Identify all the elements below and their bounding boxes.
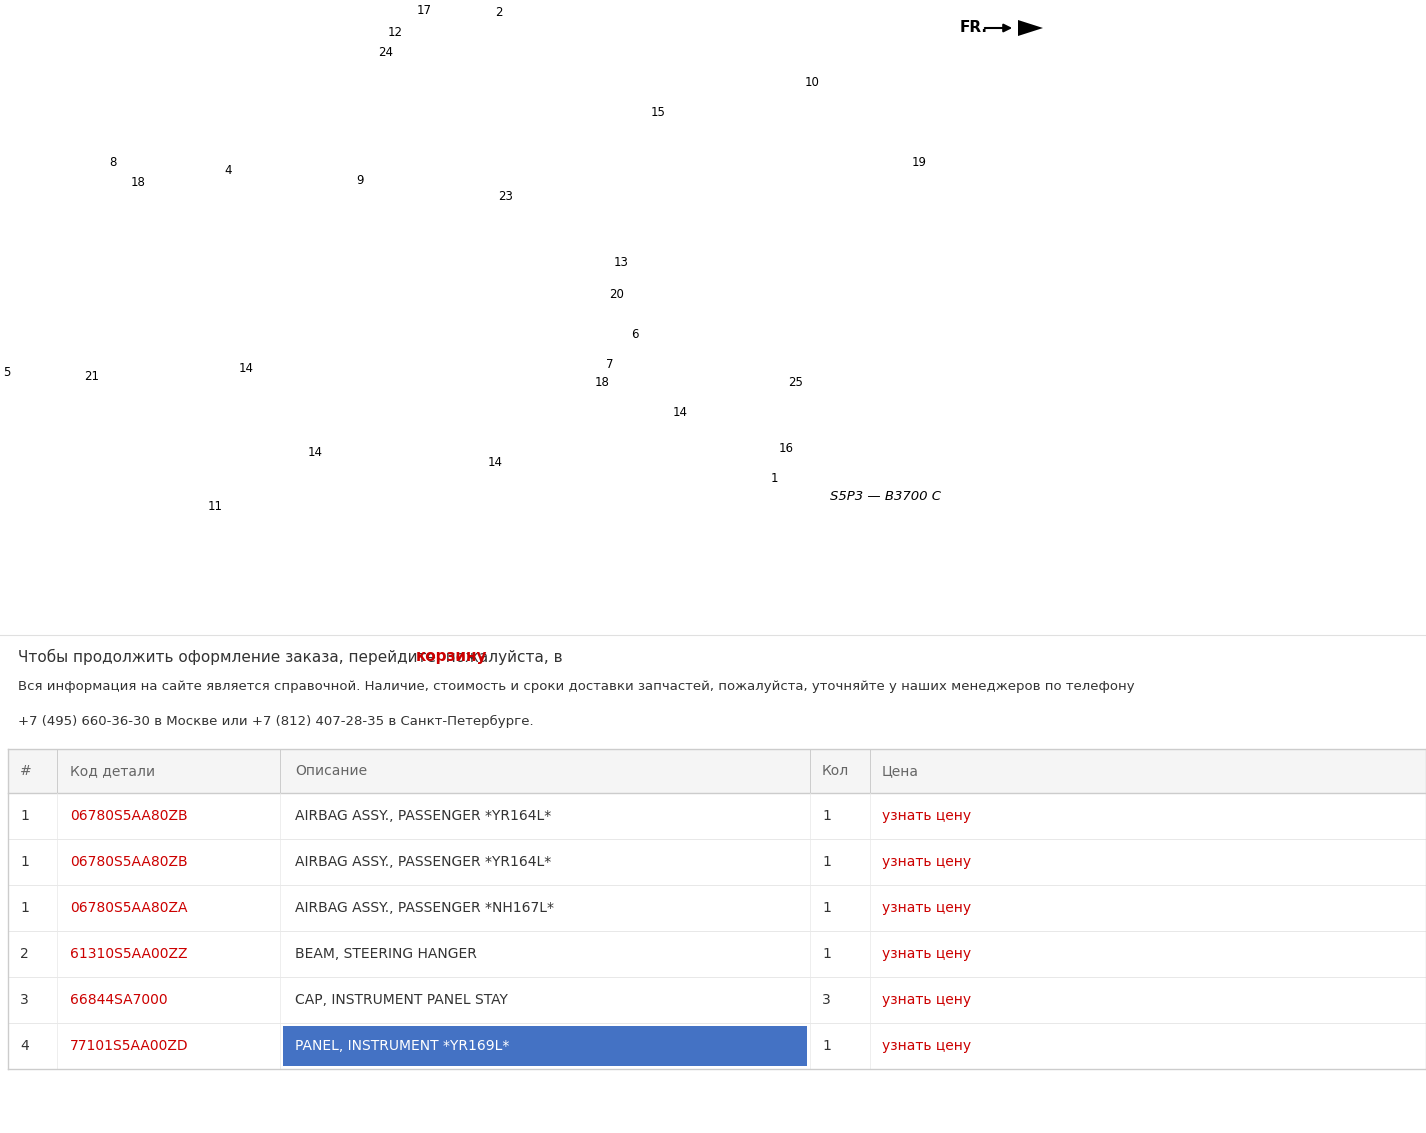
Text: 9: 9 (356, 173, 364, 187)
Text: 5: 5 (3, 366, 10, 378)
Text: 1: 1 (20, 855, 29, 869)
Text: 17: 17 (416, 5, 432, 17)
Text: Вся информация на сайте является справочной. Наличие, стоимость и сроки доставки: Вся информация на сайте является справоч… (19, 680, 1135, 693)
Text: 11: 11 (208, 501, 222, 513)
Text: 1: 1 (821, 947, 831, 961)
Bar (9, 1023, 1426, 1070)
Text: 18: 18 (131, 177, 145, 189)
Text: 1: 1 (20, 809, 29, 823)
Text: 06780S5AA80ZB: 06780S5AA80ZB (70, 809, 188, 823)
Text: 12: 12 (388, 26, 404, 40)
Text: 6: 6 (630, 329, 639, 341)
Text: 14: 14 (488, 455, 503, 469)
Text: AIRBAG ASSY., PASSENGER *NH167L*: AIRBAG ASSY., PASSENGER *NH167L* (295, 901, 553, 915)
Text: Код детали: Код детали (70, 764, 155, 778)
Text: 1: 1 (821, 809, 831, 823)
Text: 14: 14 (308, 445, 324, 459)
Text: 1: 1 (821, 855, 831, 869)
Text: 10: 10 (806, 76, 820, 88)
Text: 3: 3 (821, 993, 831, 1007)
Text: AIRBAG ASSY., PASSENGER *YR164L*: AIRBAG ASSY., PASSENGER *YR164L* (295, 809, 552, 823)
Text: 7: 7 (606, 358, 613, 372)
Text: 14: 14 (240, 361, 254, 375)
Text: 19: 19 (913, 156, 927, 170)
Text: Кол: Кол (821, 764, 850, 778)
Text: 1: 1 (20, 901, 29, 915)
Text: S5P3 — B3700 C: S5P3 — B3700 C (830, 491, 941, 503)
Text: узнать цену: узнать цену (883, 901, 971, 915)
Bar (9, 793, 1426, 840)
Text: 20: 20 (609, 289, 625, 301)
Text: BEAM, STEERING HANGER: BEAM, STEERING HANGER (295, 947, 476, 961)
Text: FR.: FR. (960, 20, 988, 35)
Text: 18: 18 (595, 375, 610, 389)
Text: Чтобы продолжить оформление заказа, перейдите, пожалуйста, в: Чтобы продолжить оформление заказа, пере… (19, 649, 568, 665)
Polygon shape (1018, 20, 1042, 36)
Text: 1: 1 (821, 901, 831, 915)
Text: 8: 8 (108, 155, 117, 169)
Text: 21: 21 (84, 370, 98, 383)
Text: 4: 4 (224, 163, 231, 177)
Text: 1: 1 (821, 1039, 831, 1053)
Text: 13: 13 (615, 256, 629, 269)
Text: 2: 2 (495, 6, 502, 18)
Bar (9, 931, 1426, 977)
Text: узнать цену: узнать цену (883, 1039, 971, 1053)
Text: 25: 25 (789, 376, 803, 390)
Text: 61310S5AA00ZZ: 61310S5AA00ZZ (70, 947, 187, 961)
Bar (9, 749, 1426, 793)
Bar (0, 0, 1426, 634)
Text: 14: 14 (673, 407, 687, 419)
Bar (282, 1026, 807, 1066)
Text: узнать цену: узнать цену (883, 809, 971, 823)
Bar (9, 977, 1426, 1023)
Text: узнать цену: узнать цену (883, 855, 971, 869)
Text: Описание: Описание (295, 764, 366, 778)
Text: корзину: корзину (416, 649, 488, 664)
Text: 15: 15 (652, 105, 666, 119)
Text: 3: 3 (20, 993, 29, 1007)
Bar (9, 885, 1426, 931)
Text: AIRBAG ASSY., PASSENGER *YR164L*: AIRBAG ASSY., PASSENGER *YR164L* (295, 855, 552, 869)
Text: CAP, INSTRUMENT PANEL STAY: CAP, INSTRUMENT PANEL STAY (295, 993, 508, 1007)
Text: 77101S5AA00ZD: 77101S5AA00ZD (70, 1039, 188, 1053)
Text: PANEL, INSTRUMENT *YR169L*: PANEL, INSTRUMENT *YR169L* (295, 1039, 509, 1053)
Text: 16: 16 (779, 442, 794, 454)
Text: Цена: Цена (883, 764, 918, 778)
Text: 2: 2 (20, 947, 29, 961)
Text: #: # (20, 764, 31, 778)
Text: 23: 23 (498, 190, 513, 204)
Text: 06780S5AA80ZA: 06780S5AA80ZA (70, 901, 187, 915)
Text: узнать цену: узнать цену (883, 947, 971, 961)
Bar (0, 634, 1426, 1133)
Text: 66844SA7000: 66844SA7000 (70, 993, 168, 1007)
Text: 1: 1 (771, 471, 779, 485)
Text: узнать цену: узнать цену (883, 993, 971, 1007)
Bar (9, 840, 1426, 885)
Text: 4: 4 (20, 1039, 29, 1053)
Text: +7 (495) 660-36-30 в Москве или +7 (812) 407-28-35 в Санкт-Петербурге.: +7 (495) 660-36-30 в Москве или +7 (812)… (19, 715, 533, 729)
Text: 24: 24 (378, 46, 394, 60)
Text: 06780S5AA80ZB: 06780S5AA80ZB (70, 855, 188, 869)
